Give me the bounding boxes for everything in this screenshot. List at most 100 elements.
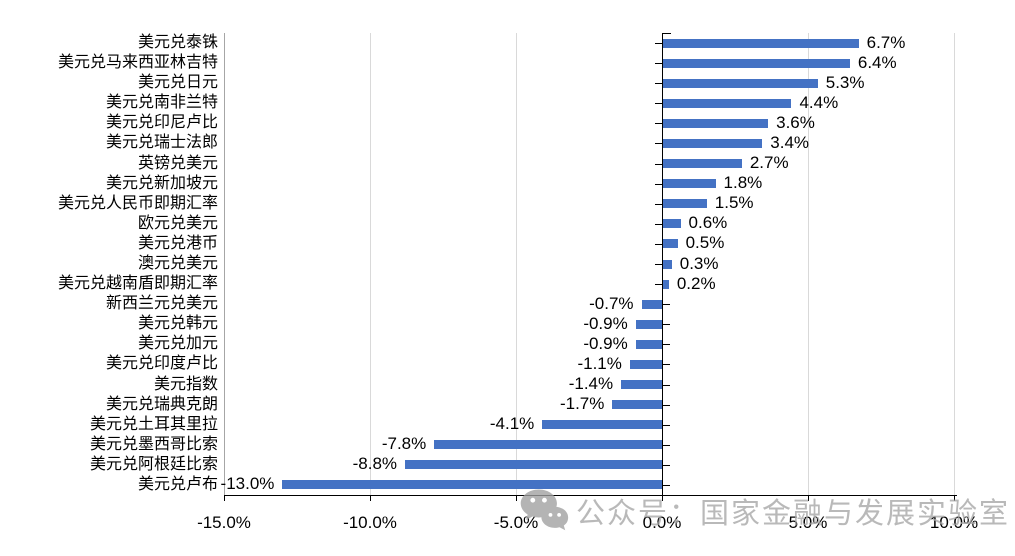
category-axis-tick: [663, 444, 670, 446]
category-axis-tick: [655, 143, 662, 145]
category-label: 美元兑土耳其里拉: [89, 415, 218, 433]
category-label: 美元兑韩元: [137, 315, 218, 333]
category-label: 美元兑南非兰特: [105, 94, 218, 112]
bar: [663, 259, 672, 269]
x-axis-tick: [954, 495, 955, 501]
category-axis-tick: [655, 123, 662, 125]
x-axis-tick: [516, 495, 517, 501]
value-label: 1.8%: [723, 173, 763, 193]
category-label: 美元兑加元: [137, 335, 218, 353]
category-axis-tick: [655, 163, 662, 165]
x-axis-tick: [662, 495, 663, 501]
bar: [612, 400, 662, 410]
category-axis-tick: [655, 83, 662, 85]
category-axis-tick: [655, 43, 662, 45]
category-label: 美元兑印尼卢比: [105, 114, 218, 132]
category-label: 英镑兑美元: [137, 154, 218, 172]
value-label: 3.6%: [776, 112, 815, 132]
value-label: -0.9%: [583, 333, 628, 353]
category-axis-tick: [655, 223, 662, 225]
category-axis-tick: [663, 344, 670, 346]
value-label: 0.2%: [676, 273, 716, 293]
bar: [405, 460, 662, 470]
bar: [542, 420, 662, 430]
value-label: -0.7%: [589, 293, 634, 313]
x-axis-tick: [808, 495, 809, 501]
value-label: -7.8%: [381, 434, 427, 454]
bar: [663, 279, 669, 289]
value-label: -1.1%: [577, 353, 622, 373]
category-label: 新西兰元兑美元: [105, 295, 218, 313]
category-axis-tick: [655, 284, 662, 286]
bar: [663, 78, 818, 88]
gridline: [516, 33, 517, 495]
category-label: 美元兑港币: [137, 234, 218, 252]
category-axis-tick: [663, 384, 670, 386]
value-label: 1.5%: [714, 193, 754, 213]
value-label: -8.8%: [352, 454, 398, 474]
bar: [663, 219, 681, 229]
category-label: 美元兑马来西亚林吉特: [57, 54, 218, 72]
bar: [663, 38, 859, 48]
value-label: -1.4%: [568, 374, 614, 394]
category-label: 美元指数: [153, 375, 218, 393]
bar: [663, 199, 707, 209]
category-label: 美元兑卢布: [137, 475, 218, 493]
gridline: [224, 33, 225, 495]
bar: [641, 299, 662, 309]
bar: [635, 319, 662, 329]
value-label: 3.4%: [770, 132, 810, 152]
category-axis-tick: [655, 264, 662, 265]
gridline: [808, 33, 809, 495]
bar: [663, 179, 716, 189]
value-label: 4.4%: [799, 92, 839, 112]
bar: [635, 339, 662, 349]
bar: [621, 380, 662, 390]
category-axis-tick: [663, 324, 670, 326]
category-axis-tick: [663, 364, 670, 366]
x-tick-label: -15.0%: [197, 513, 251, 532]
category-label: 美元兑瑞士法郎: [105, 134, 218, 152]
bar: [629, 359, 662, 369]
category-label: 美元兑阿根廷比索: [89, 455, 218, 473]
category-label: 欧元兑美元: [137, 214, 218, 232]
gridline: [954, 33, 955, 495]
category-label: 美元兑日元: [137, 74, 218, 92]
category-axis-tick: [655, 183, 662, 185]
category-axis-tick: [663, 464, 670, 466]
category-axis-tick: [655, 243, 662, 245]
category-label: 美元兑泰铢: [137, 34, 218, 52]
value-label: -4.1%: [489, 414, 535, 434]
category-axis-tick: [663, 304, 670, 306]
x-tick-label: -10.0%: [343, 513, 397, 532]
value-label: 0.6%: [688, 213, 728, 233]
bar: [663, 98, 792, 108]
bar: [663, 159, 742, 169]
category-label: 澳元兑美元: [137, 255, 218, 272]
category-label: 美元兑印度卢比: [105, 355, 218, 373]
value-label: 6.7%: [866, 32, 906, 52]
value-label: 0.5%: [685, 233, 725, 253]
x-tick-label: 5.0%: [788, 513, 828, 532]
category-label: 美元兑新加坡元: [105, 174, 218, 192]
bar: [663, 58, 850, 68]
category-label: 美元兑瑞典克朗: [105, 395, 218, 413]
category-label: 美元兑墨西哥比索: [89, 435, 218, 453]
bar: [434, 440, 662, 450]
bar: [663, 118, 769, 128]
category-label: 美元兑越南盾即期汇率: [57, 275, 218, 293]
category-axis-tick: [663, 424, 670, 426]
bar: [663, 138, 763, 148]
category-label: 美元兑人民币即期汇率: [57, 194, 218, 212]
value-label: 6.4%: [857, 52, 897, 72]
value-label: -0.9%: [583, 313, 628, 333]
x-axis-tick: [224, 495, 225, 501]
bar: [663, 239, 678, 249]
category-axis-tick: [663, 404, 670, 406]
category-axis-tick: [655, 103, 662, 105]
category-axis-tick: [655, 203, 662, 205]
category-axis-tick: [655, 63, 662, 65]
x-tick-label: -5.0%: [493, 513, 539, 532]
value-label: -1.7%: [559, 394, 605, 414]
